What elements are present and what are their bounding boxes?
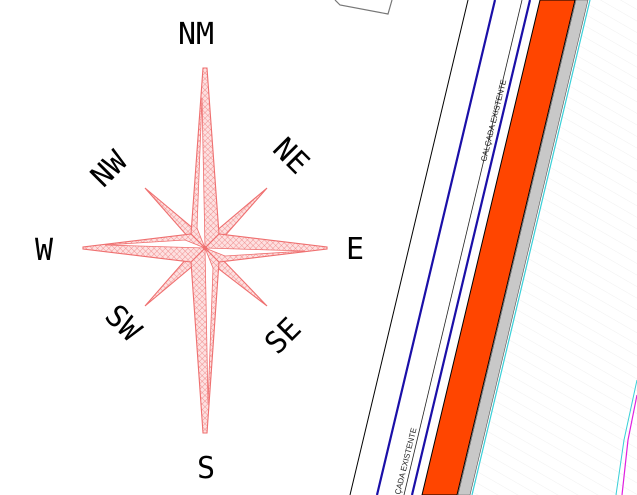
road-band [421,0,576,495]
label-west: W [35,233,54,268]
road-plan: CALÇADA EXISTENTE ÇADA EXISTENTE [334,0,637,495]
label-northeast: NE [266,131,316,181]
label-north: NM [178,17,214,52]
inner-facets [104,97,306,404]
label-east: E [346,232,364,267]
label-southeast: SE [258,311,308,361]
building-outline [334,0,393,15]
kerb-strip [457,0,589,495]
label-southwest: SW [98,298,149,349]
blue-boundary-right [410,0,532,495]
property-line [349,0,469,495]
cyan-edge [471,0,591,495]
blue-boundary-left [375,0,497,495]
parcel-edge-magenta [621,394,637,495]
thin-line-inner [403,0,523,495]
parcel-hatch-area [470,0,637,495]
label-northwest: NW [84,143,135,194]
parcel-edge-cyan [615,379,637,495]
compass-rose [82,67,328,434]
label-south: S [197,451,215,486]
